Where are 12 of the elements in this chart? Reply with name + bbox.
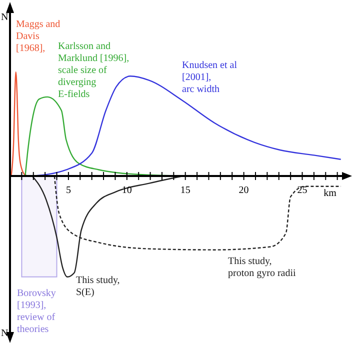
x-axis-title: km	[324, 188, 337, 199]
band-label: Borovsky [1993], review of theories	[17, 288, 56, 335]
y-axis-title: N	[1, 12, 8, 23]
series-label: This study, S(E)	[76, 275, 120, 298]
x-tick-label: 25	[297, 185, 308, 196]
series-label: Karlsson and Marklund [1996], scale size of diverging E-fields	[58, 41, 130, 100]
series-label: Knudsen et al [2001], arc width	[182, 60, 238, 95]
series-label: This study, proton gyro radii	[228, 256, 296, 279]
x-tick-label: 15	[180, 185, 190, 196]
x-tick-label: 20	[238, 185, 249, 196]
x-tick-label: 5	[66, 185, 71, 196]
x-tick-label: 10	[122, 185, 132, 196]
